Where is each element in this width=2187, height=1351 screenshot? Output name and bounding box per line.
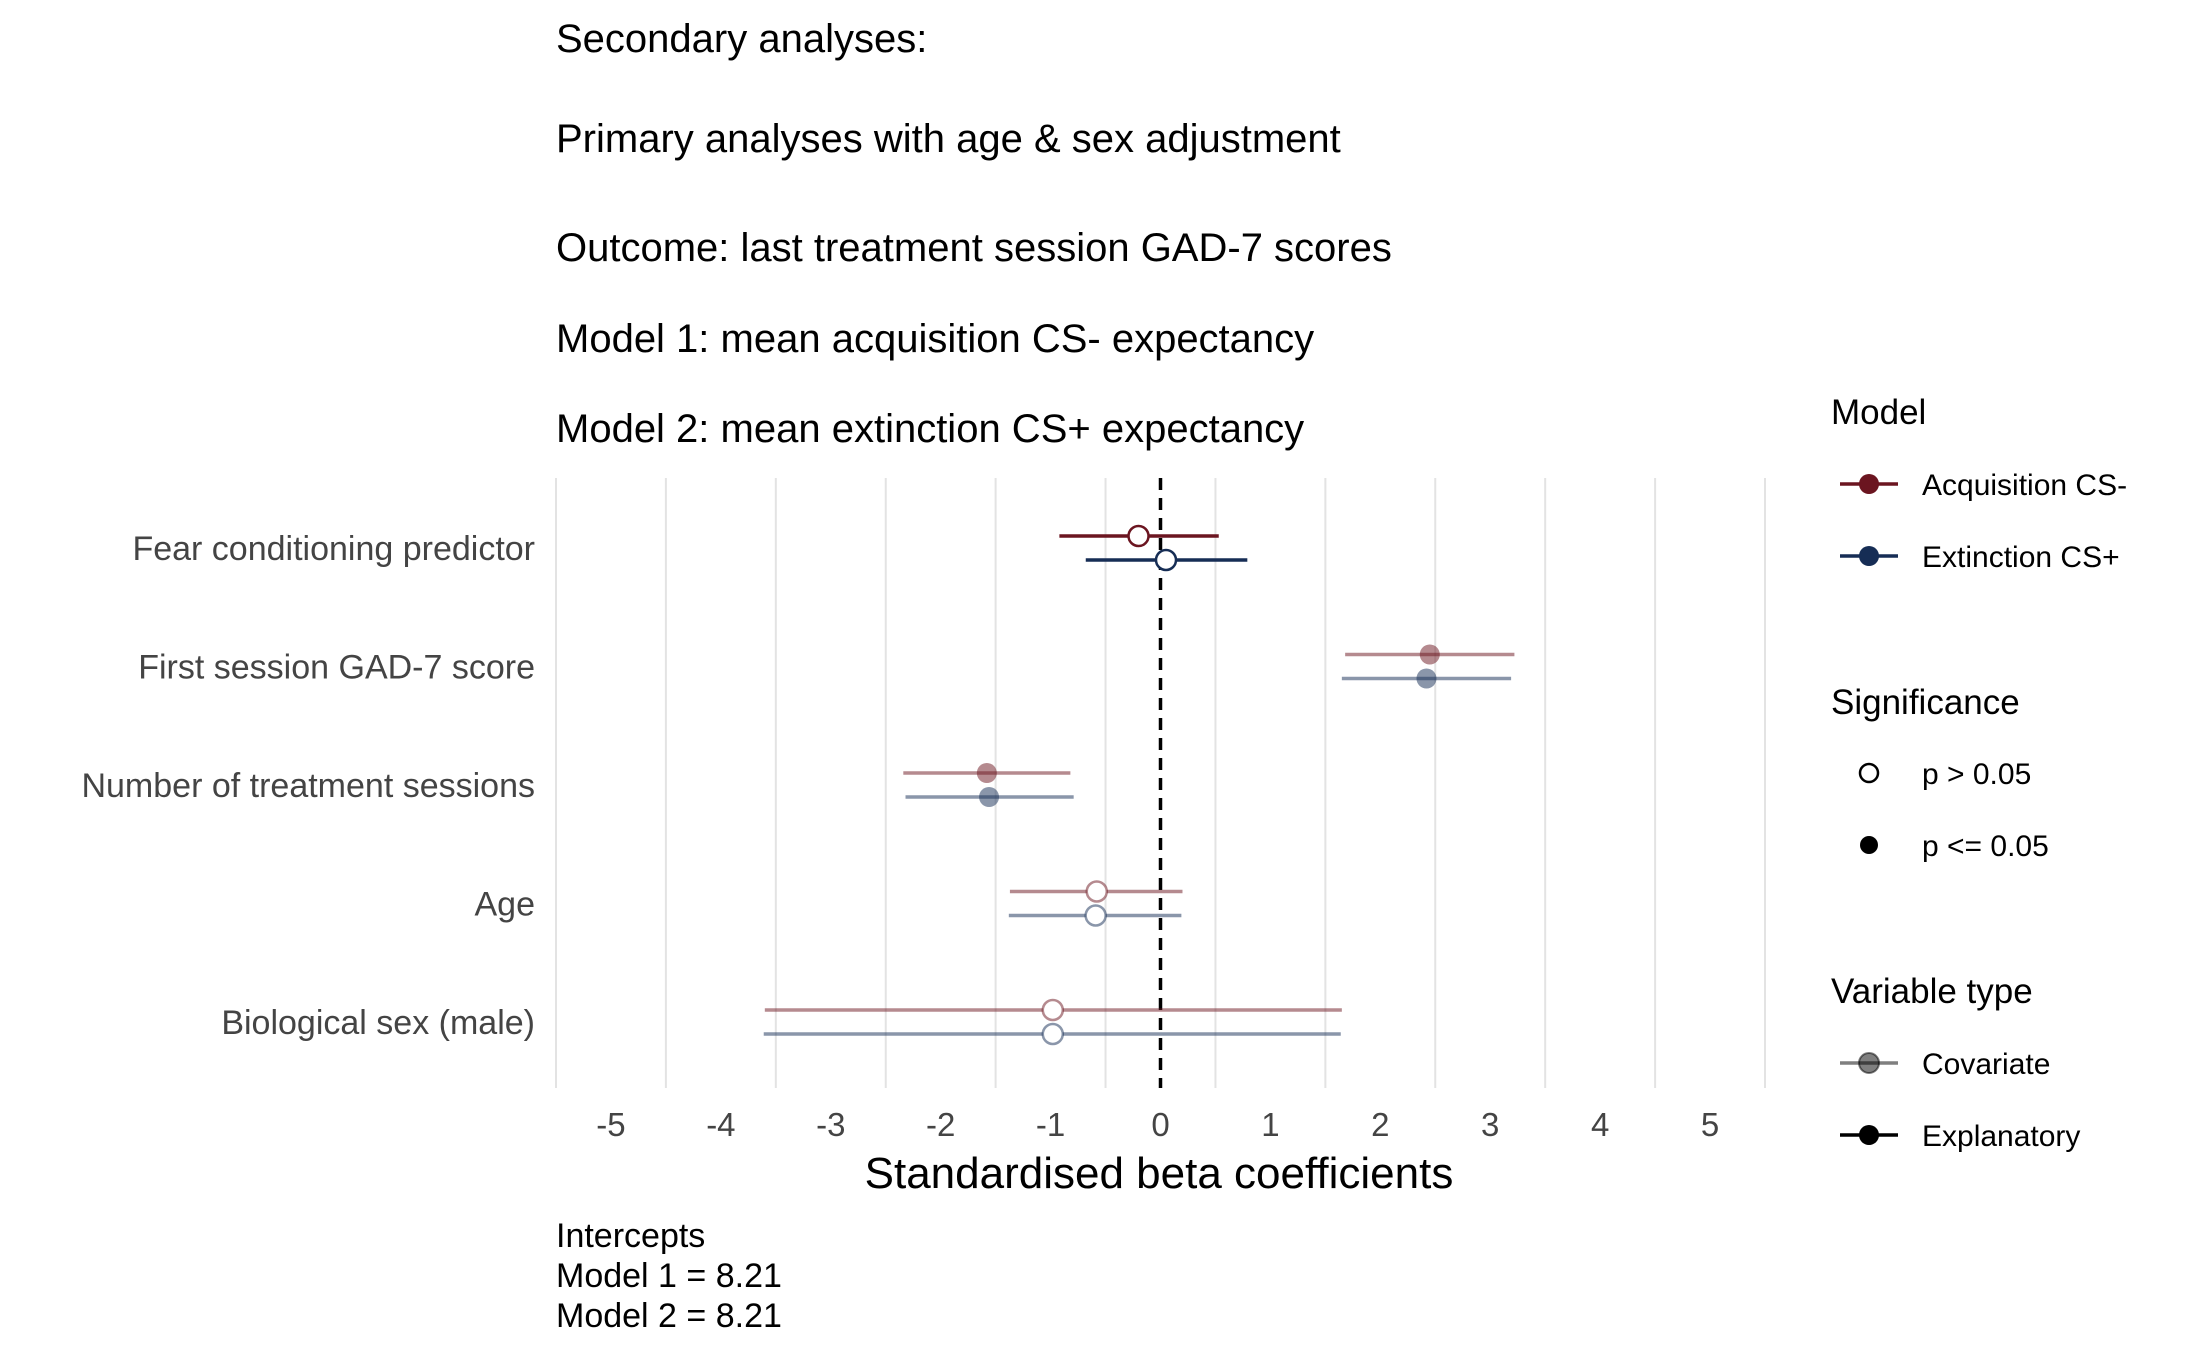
open-circle-icon (1858, 762, 1880, 784)
x-tick-label: 0 (1151, 1106, 1169, 1143)
title-line-3: Outcome: last treatment session GAD-7 sc… (556, 226, 1392, 270)
x-tick-label: -2 (926, 1106, 955, 1143)
x-tick-label: -5 (596, 1106, 625, 1143)
y-tick-label: Number of treatment sessions (81, 767, 535, 805)
legend-item-acquisition: Acquisition CS- (1840, 469, 2127, 502)
legend-label-nonsignificant: p > 0.05 (1922, 758, 2031, 791)
title-block: Secondary analyses: Primary analyses wit… (556, 17, 1392, 451)
title-line-1: Secondary analyses: (556, 17, 927, 61)
point-estimate (976, 763, 997, 783)
x-tick-label: 3 (1481, 1106, 1499, 1143)
title-line-4: Model 1: mean acquisition CS- expectancy (556, 317, 1314, 361)
y-axis-labels: Fear conditioning predictor First session… (81, 530, 535, 1042)
point-estimate (1084, 904, 1107, 927)
confidence-intervals (763, 534, 1515, 1036)
x-tick-label: -4 (706, 1106, 735, 1143)
point-estimate (1041, 998, 1065, 1022)
vertical-gridlines (555, 478, 1766, 1088)
legend-label-explanatory: Explanatory (1922, 1120, 2080, 1153)
legend-label-extinction: Extinction CS+ (1922, 541, 2120, 574)
x-axis-title: Standardised beta coefficients (865, 1149, 1454, 1198)
x-tick-label: 4 (1591, 1106, 1609, 1143)
point-estimate (1154, 548, 1178, 572)
legend-item-nonsignificant: p > 0.05 (1858, 758, 2031, 791)
legend-significance-title: Significance (1831, 683, 2020, 722)
x-tick-label: 5 (1701, 1106, 1719, 1143)
legend: Model Acquisition CS- Extinction CS+ Sig… (1831, 393, 2127, 1153)
point-estimate (1085, 880, 1109, 903)
point-estimate (1419, 644, 1440, 665)
y-tick-label: Fear conditioning predictor (132, 530, 535, 568)
x-tick-label: 1 (1261, 1106, 1279, 1143)
title-line-2: Primary analyses with age & sex adjustme… (556, 117, 1341, 161)
x-tick-label: -1 (1036, 1106, 1065, 1143)
x-tick-label: -3 (816, 1106, 845, 1143)
legend-item-significant: p <= 0.05 (1860, 830, 2049, 863)
legend-item-explanatory: Explanatory (1840, 1120, 2080, 1153)
y-tick-label: Age (475, 886, 536, 924)
x-axis-tick-labels: -5 -4 -3 -2 -1 0 1 2 3 4 5 (596, 1106, 1719, 1143)
legend-label-significant: p <= 0.05 (1922, 830, 2049, 863)
y-tick-label: Biological sex (male) (221, 1004, 535, 1042)
legend-item-covariate: Covariate (1840, 1048, 2050, 1081)
point-estimate (1041, 1022, 1065, 1046)
point-estimates (976, 524, 1440, 1046)
point-estimate (1416, 668, 1437, 689)
title-line-5: Model 2: mean extinction CS+ expectancy (556, 407, 1304, 451)
legend-variable-type-title: Variable type (1831, 972, 2033, 1011)
x-tick-label: 2 (1371, 1106, 1389, 1143)
point-estimate (1127, 524, 1150, 548)
y-tick-label: First session GAD-7 score (138, 649, 535, 687)
caption-line-3: Model 2 = 8.21 (556, 1297, 782, 1335)
legend-model-title: Model (1831, 393, 1926, 432)
intercepts-caption: Intercepts Model 1 = 8.21 Model 2 = 8.21 (556, 1217, 782, 1335)
caption-line-1: Intercepts (556, 1217, 705, 1255)
legend-item-extinction: Extinction CS+ (1840, 541, 2120, 574)
legend-label-covariate: Covariate (1922, 1048, 2050, 1081)
legend-label-acquisition: Acquisition CS- (1922, 469, 2127, 502)
point-estimate (979, 787, 1000, 807)
filled-circle-icon (1860, 836, 1878, 854)
caption-line-2: Model 1 = 8.21 (556, 1257, 782, 1295)
